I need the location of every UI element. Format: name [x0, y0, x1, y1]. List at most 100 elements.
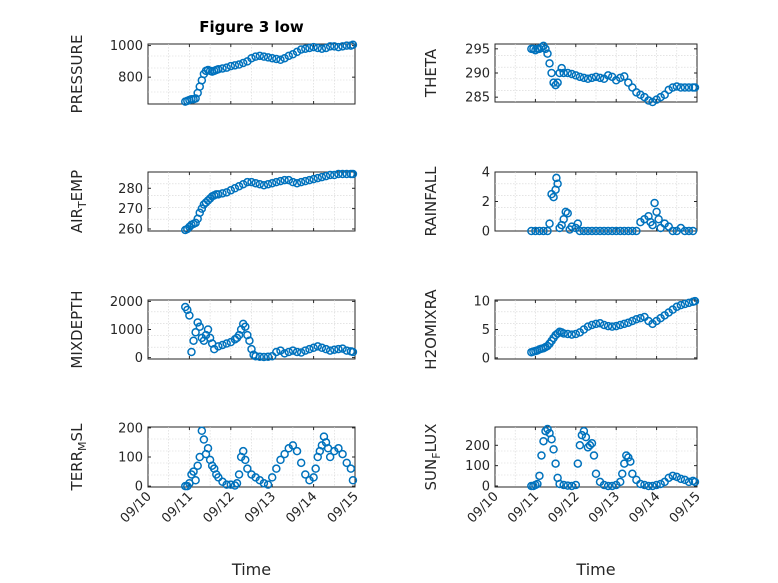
data-point: [259, 478, 269, 488]
data-point: [599, 226, 609, 236]
data-point: [342, 458, 351, 468]
x-tick-label: 09/15: [325, 489, 362, 526]
data-point: [583, 74, 593, 84]
data-point: [632, 226, 641, 236]
data-point: [272, 347, 281, 357]
data-point: [587, 439, 597, 448]
data-point: [311, 464, 320, 473]
data-point: [195, 322, 204, 331]
data-point: [309, 343, 318, 353]
data-point: [187, 347, 196, 357]
data-point: [541, 44, 550, 54]
data-point: [230, 184, 240, 193]
data-point: [338, 169, 347, 179]
data-point: [259, 180, 269, 190]
data-point: [238, 58, 248, 68]
data-point: [267, 473, 277, 482]
data-point: [226, 61, 236, 71]
data-point: [313, 342, 322, 351]
data-point: [668, 83, 678, 92]
data-point: [668, 471, 678, 481]
data-point: [334, 444, 343, 453]
panel-3: 260 270 280 AIRTEMP: [68, 169, 358, 237]
data-point: [555, 479, 564, 489]
y-tick-label: 4: [482, 166, 490, 181]
data-point: [348, 347, 358, 357]
data-point: [543, 49, 552, 58]
data-point: [603, 71, 613, 80]
data-point: [241, 455, 250, 465]
y-tick-label: 0: [135, 480, 143, 495]
data-point: [296, 177, 306, 187]
data-point: [654, 214, 663, 224]
data-point: [676, 300, 686, 310]
data-point: [189, 467, 198, 476]
data-point: [595, 73, 605, 83]
data-point: [571, 480, 581, 490]
y-tick-label: 5: [482, 323, 490, 338]
data-point: [296, 348, 306, 357]
data-point: [680, 226, 690, 236]
data-point: [567, 69, 577, 79]
data-point: [222, 480, 231, 489]
data-point: [583, 322, 593, 331]
data-point: [263, 53, 273, 62]
data-point: [346, 464, 356, 473]
data-point: [267, 53, 277, 63]
data-point: [563, 329, 572, 339]
data-point: [263, 480, 273, 489]
y-tick-label: 260: [118, 222, 143, 237]
data-point: [342, 169, 351, 179]
data-point: [595, 226, 605, 236]
y-tick-label: 0: [482, 351, 490, 366]
data-point: [603, 481, 613, 491]
data-point: [288, 346, 298, 355]
data-point: [543, 424, 552, 434]
data-point: [591, 72, 601, 82]
data-point: [690, 83, 700, 92]
data-point: [688, 226, 698, 236]
y-tick-label: 285: [465, 91, 490, 106]
data-point: [338, 449, 347, 459]
data-point: [296, 45, 306, 54]
data-point: [581, 432, 591, 442]
data-point: [628, 316, 637, 326]
data-point: [251, 178, 260, 188]
y-axis-label: SUNFLUX: [422, 424, 443, 491]
data-point: [301, 470, 310, 479]
panel-2: 285 290 295 THETA: [422, 41, 700, 107]
data-point: [267, 178, 277, 188]
data-point: [545, 219, 554, 228]
data-point: [214, 342, 223, 351]
data-point: [632, 315, 641, 324]
data-point: [690, 477, 700, 487]
x-tick-label: 09/12: [201, 489, 238, 526]
data-point: [563, 481, 572, 490]
y-tick-label: 290: [465, 67, 490, 82]
data-point: [680, 83, 690, 92]
data-point: [238, 179, 248, 189]
data-point: [243, 177, 252, 187]
data-point: [251, 351, 260, 361]
data-point: [280, 349, 289, 358]
data-point: [545, 59, 554, 68]
data-point: [539, 436, 548, 446]
data-point: [603, 321, 613, 331]
data-point: [218, 340, 227, 350]
x-tick-label: 09/10: [465, 489, 502, 526]
data-point: [595, 319, 605, 328]
data-point: [676, 474, 686, 484]
data-point: [255, 352, 265, 362]
data-point: [292, 178, 302, 188]
data-point: [618, 469, 627, 479]
data-point: [607, 481, 617, 491]
data-point: [648, 220, 657, 230]
y-tick-label: 1000: [110, 323, 143, 338]
data-point: [672, 82, 682, 91]
data-point: [640, 480, 649, 490]
data-point: [549, 445, 558, 454]
x-tick-label: 09/11: [505, 489, 542, 526]
data-point: [280, 449, 289, 459]
data-point: [615, 226, 625, 236]
data-point: [571, 329, 581, 339]
